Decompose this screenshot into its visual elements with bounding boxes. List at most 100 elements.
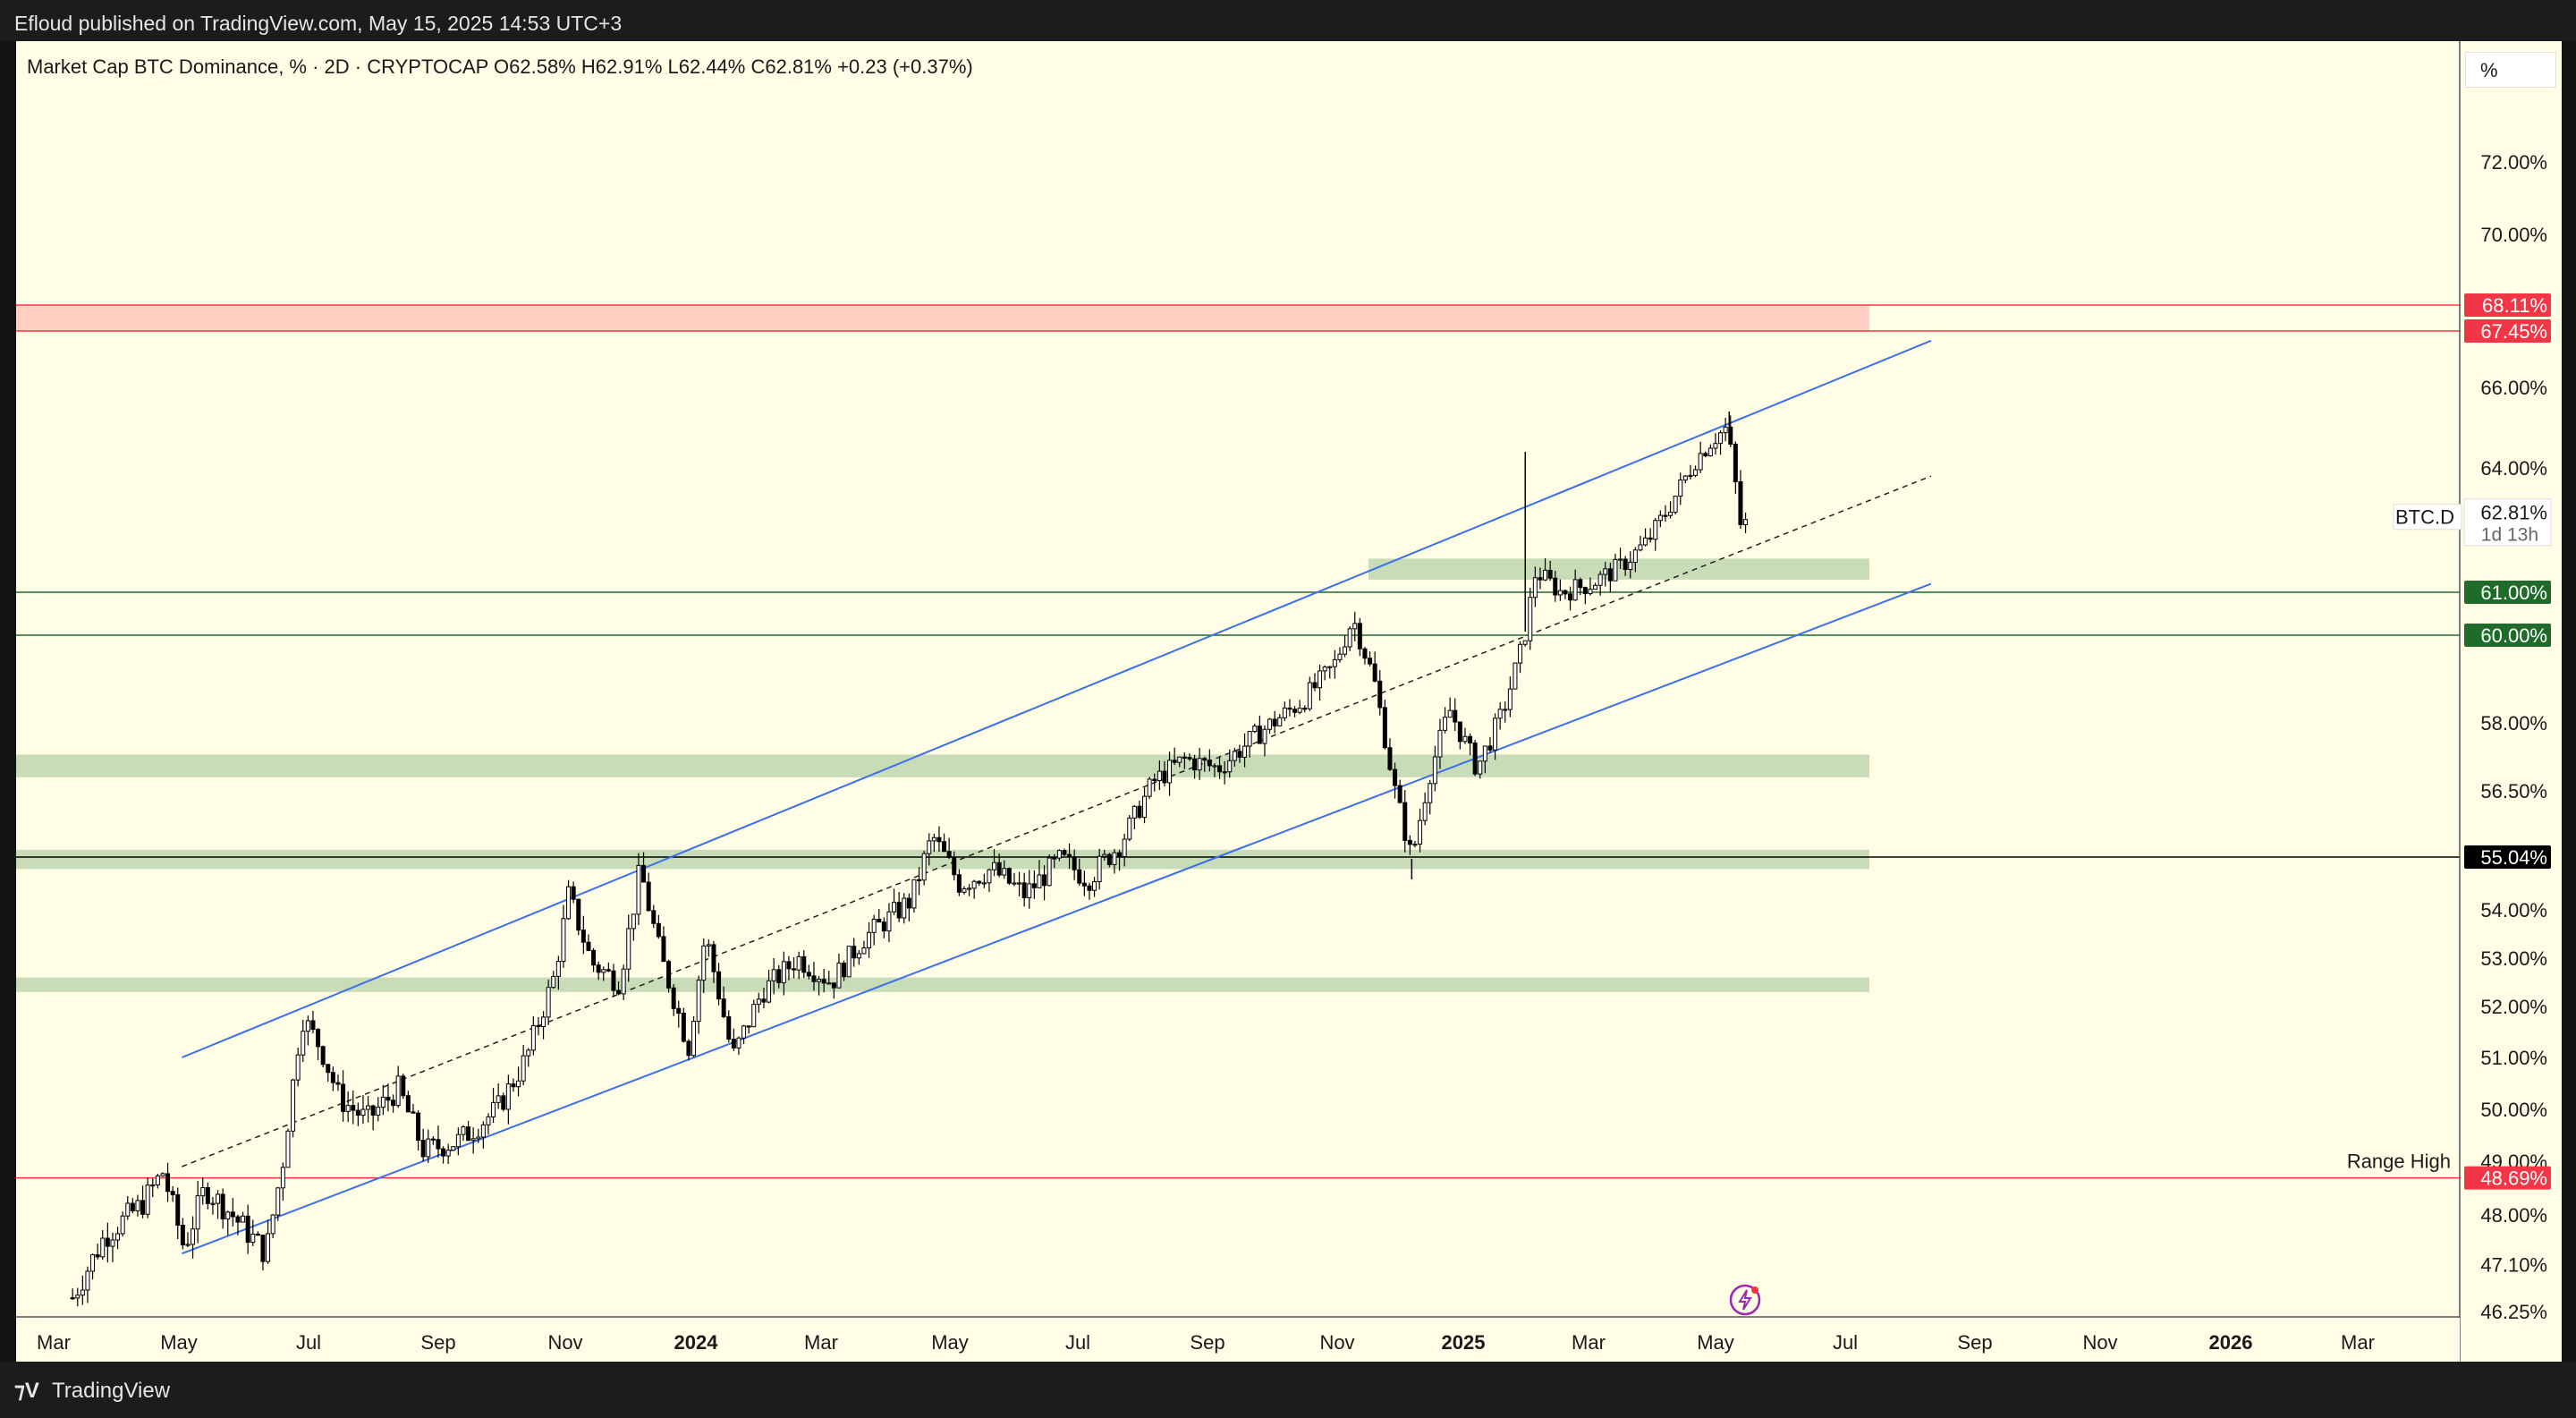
candle-body xyxy=(1172,760,1177,763)
candle-body xyxy=(1262,728,1267,744)
candle-body xyxy=(896,902,902,919)
candle-body xyxy=(1707,447,1713,457)
candle-body xyxy=(1347,628,1352,648)
candle-body xyxy=(1077,869,1082,884)
candle-body xyxy=(376,1107,381,1116)
candle-body xyxy=(386,1096,391,1101)
candle-body xyxy=(405,1095,411,1113)
candle-body xyxy=(821,979,826,984)
resistance-zone xyxy=(16,305,1869,331)
candle-body xyxy=(852,946,857,959)
candle-body xyxy=(1227,760,1233,773)
price-axis xyxy=(2460,41,2562,1317)
price-tag xyxy=(2463,498,2552,547)
unit-button[interactable]: % xyxy=(2465,52,2556,88)
candle-body xyxy=(305,1020,310,1032)
candle-body xyxy=(1162,770,1167,784)
x-tick-label: Nov xyxy=(2082,1331,2117,1354)
candle-body xyxy=(105,1237,110,1247)
lightning-icon[interactable] xyxy=(1728,1283,1762,1317)
level-tag-label: 68.11% xyxy=(2482,294,2547,317)
candle-body xyxy=(817,979,822,982)
candle-body xyxy=(1518,643,1523,664)
level-tag-label: 67.45% xyxy=(2480,320,2547,343)
candle-body xyxy=(1087,885,1092,891)
candle-body xyxy=(1067,853,1072,858)
candle-body xyxy=(981,882,987,885)
x-tick-label: Sep xyxy=(1957,1331,1992,1354)
candle-body xyxy=(1267,718,1273,730)
candle-body xyxy=(1563,590,1568,595)
candle-body xyxy=(1743,519,1749,525)
candle-body xyxy=(180,1225,185,1246)
candle-body xyxy=(1703,453,1708,457)
candle-body xyxy=(1362,648,1368,659)
candle-body xyxy=(1106,853,1112,865)
candle-body xyxy=(877,918,882,923)
candle-body xyxy=(546,987,551,1018)
candle-body xyxy=(511,1083,516,1088)
candle-body xyxy=(1006,868,1012,884)
candle-body xyxy=(291,1079,296,1132)
level-tag xyxy=(2464,624,2551,647)
candle-body xyxy=(1543,569,1548,581)
candle-body xyxy=(245,1215,250,1244)
candle-body xyxy=(992,862,997,870)
level-tag xyxy=(2464,845,2551,869)
candle-body xyxy=(516,1080,521,1088)
candle-body xyxy=(1127,817,1132,840)
candle-body xyxy=(1572,579,1578,601)
candle-body xyxy=(191,1228,196,1245)
candle-body xyxy=(341,1083,346,1112)
y-tick-label: 48.00% xyxy=(2480,1204,2547,1227)
candle-body xyxy=(1287,707,1292,710)
candle-body xyxy=(1428,783,1433,803)
candle-body xyxy=(1012,882,1017,885)
x-tick-label: May xyxy=(931,1331,969,1354)
candle-body xyxy=(1478,760,1483,775)
x-tick-label: Mar xyxy=(37,1331,71,1354)
candle-body xyxy=(1588,589,1593,595)
candle-body xyxy=(370,1105,376,1116)
candle-body xyxy=(1046,857,1052,887)
candle-body xyxy=(792,968,797,971)
candle-body xyxy=(1418,819,1423,845)
candle-body xyxy=(1402,802,1408,841)
tradingview-logo-icon[interactable]: ⁊V xyxy=(14,1379,39,1403)
candle-body xyxy=(1412,843,1418,846)
candle-body xyxy=(1643,537,1648,546)
candle-body xyxy=(230,1211,235,1218)
candle-body xyxy=(130,1202,135,1211)
candle-body xyxy=(200,1187,206,1197)
candle-body xyxy=(1292,709,1298,713)
candle-body xyxy=(1027,883,1032,898)
candle-body xyxy=(1197,758,1202,771)
candle-body xyxy=(1042,874,1047,887)
candle-body xyxy=(761,998,767,1003)
candle-body xyxy=(266,1233,271,1262)
candle-body xyxy=(1668,512,1674,516)
candle-body xyxy=(160,1173,165,1176)
candle-body xyxy=(1653,520,1658,540)
level-tag-label: 55.04% xyxy=(2480,846,2547,869)
candle-body xyxy=(310,1020,316,1031)
candle-body xyxy=(1547,569,1553,579)
candle-body xyxy=(205,1187,210,1204)
x-tick-label: May xyxy=(1697,1331,1734,1354)
candle-body xyxy=(536,1024,541,1028)
candle-body xyxy=(906,897,911,909)
candle-body xyxy=(956,874,962,893)
candle-body xyxy=(1102,853,1107,857)
candle-body xyxy=(1387,747,1393,770)
candle-body xyxy=(1137,805,1142,819)
symbol-legend[interactable]: Market Cap BTC Dominance, % · 2D · CRYPT… xyxy=(27,55,973,78)
candle-body xyxy=(165,1173,171,1193)
candle-body xyxy=(626,928,631,970)
candle-body xyxy=(1487,745,1493,751)
candle-body xyxy=(656,922,661,938)
y-tick-label: 50.00% xyxy=(2480,1099,2547,1121)
candle-body xyxy=(861,947,867,955)
candle-body xyxy=(1307,682,1312,709)
candle-body xyxy=(486,1116,491,1125)
